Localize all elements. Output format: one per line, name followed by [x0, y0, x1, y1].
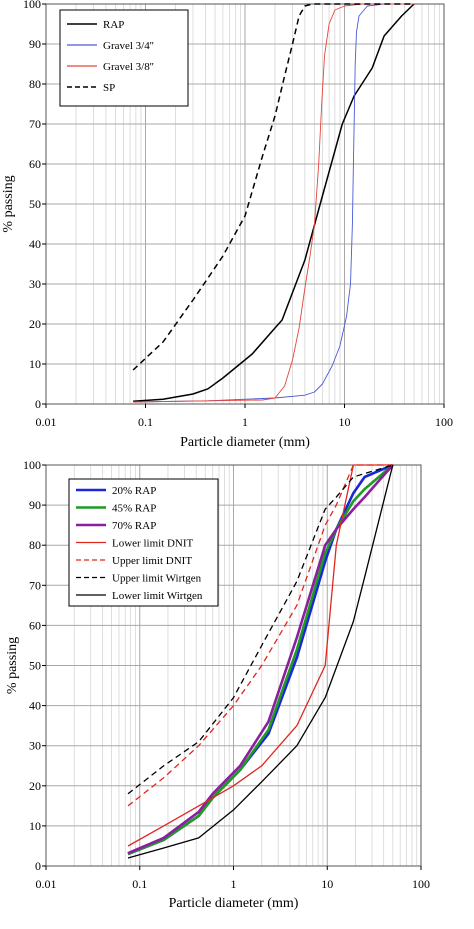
legend-label: Lower limit Wirtgen	[112, 590, 203, 602]
y-tick-label: 20	[29, 779, 41, 793]
series-line-lower-limit-dnit	[127, 464, 393, 847]
y-tick-label: 20	[29, 317, 41, 331]
y-tick-label: 30	[29, 739, 41, 753]
series-line-rap	[133, 3, 415, 402]
legend-label: 70% RAP	[112, 520, 156, 532]
y-tick-label: 70	[29, 578, 41, 592]
y-tick-label: 30	[29, 277, 41, 291]
legend: 20% RAP 45% RAP 70% RAP Lower limit DNIT Upp…	[68, 478, 219, 607]
legend-label: SP	[103, 82, 115, 94]
x-tick-label: 0.1	[138, 415, 153, 429]
series-lines	[127, 463, 394, 859]
legend-label: 20% RAP	[112, 485, 156, 497]
x-tick-label: 10	[321, 877, 333, 891]
chart-panel-bottom: 0.01 0.1 1 10 100 0 10 20 30 40 50 60 70 80 90 100 Parti…	[5, 458, 430, 911]
y-tick-label: 100	[23, 458, 41, 472]
legend-label: Upper limit DNIT	[112, 555, 192, 567]
series-line-70-rap	[127, 464, 394, 855]
legend-label: Gravel 3/8''	[103, 61, 154, 73]
chart-panel-top: 0.01 0.1 1 10 100 0 10 20 30 40 50 60 70 80 90 100 Parti…	[1, 0, 453, 450]
y-tick-label: 60	[29, 157, 41, 171]
y-tick-label: 70	[29, 117, 41, 131]
x-tick-label: 0.1	[132, 877, 147, 891]
series-line-upper-limit-wirtgen	[127, 464, 393, 795]
legend-label: Gravel 3/4''	[103, 40, 154, 52]
legend-label: Upper limit Wirtgen	[112, 573, 202, 585]
y-tick-label: 60	[29, 618, 41, 632]
y-tick-label: 40	[29, 237, 41, 251]
legend: RAP Gravel 3/4'' Gravel 3/8'' SP	[59, 9, 189, 107]
y-tick-label: 90	[29, 498, 41, 512]
series-line-gravel-3-4	[133, 3, 414, 403]
y-tick-label: 80	[29, 538, 41, 552]
y-tick-label: 90	[29, 37, 41, 51]
series-lines	[132, 3, 415, 403]
axis-ticks: 0.01 0.1 1 10 100 0 10 20 30 40 50 60 70 80 90 100	[23, 0, 453, 429]
x-tick-label: 0.01	[36, 877, 57, 891]
x-tick-label: 10	[339, 415, 351, 429]
y-axis-title: % passing	[1, 175, 16, 232]
legend-box	[59, 9, 189, 107]
y-tick-label: 10	[29, 357, 41, 371]
y-tick-label: 50	[29, 197, 41, 211]
y-tick-label: 80	[29, 77, 41, 91]
y-tick-label: 0	[35, 859, 41, 873]
series-line-45-rap	[127, 464, 394, 856]
legend-label: Lower limit DNIT	[112, 538, 194, 550]
y-tick-label: 0	[35, 397, 41, 411]
legend-label: 45% RAP	[112, 503, 156, 515]
x-axis-title: Particle diameter (mm)	[169, 896, 299, 911]
x-tick-label: 100	[412, 877, 430, 891]
y-tick-label: 40	[29, 699, 41, 713]
legend-label: RAP	[103, 19, 124, 31]
series-line-gravel-3-8	[133, 3, 414, 403]
y-tick-label: 10	[29, 819, 41, 833]
x-tick-label: 0.01	[36, 415, 57, 429]
y-tick-label: 100	[23, 0, 41, 11]
y-axis-title: % passing	[5, 637, 20, 694]
series-line-lower-limit-wirtgen	[127, 464, 394, 859]
series-line-sp	[132, 3, 414, 371]
x-tick-label: 1	[231, 877, 237, 891]
x-tick-label: 100	[435, 415, 453, 429]
x-tick-label: 1	[242, 415, 248, 429]
y-tick-label: 50	[29, 659, 41, 673]
series-line-upper-limit-dnit	[127, 464, 393, 807]
x-axis-title: Particle diameter (mm)	[180, 435, 310, 450]
axis-ticks: 0.01 0.1 1 10 100 0 10 20 30 40 50 60 70 80 90 100	[23, 458, 430, 891]
